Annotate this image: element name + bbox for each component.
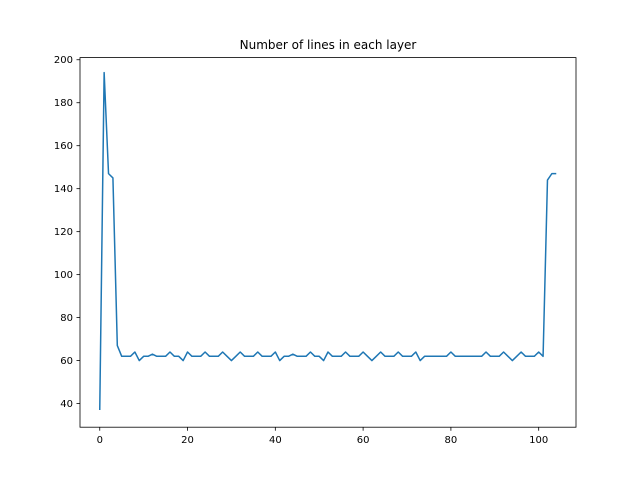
- y-tick-label: 40: [60, 399, 73, 410]
- y-tick-label: 100: [54, 270, 73, 281]
- y-tick-label: 200: [54, 55, 73, 66]
- x-tick-label: 80: [445, 435, 458, 446]
- x-tick-label: 0: [97, 435, 103, 446]
- x-tick-label: 60: [357, 435, 370, 446]
- y-tick-label: 60: [60, 356, 73, 367]
- y-tick-label: 140: [54, 184, 73, 195]
- ticks-layer: 0 20 40 60 80 100 40 60 80 100 120 140 160 180 200: [54, 55, 548, 446]
- y-tick-label: 120: [54, 227, 73, 238]
- x-tick-label: 100: [529, 435, 548, 446]
- axes-frame: [79, 57, 577, 428]
- y-tick-label: 80: [60, 313, 73, 324]
- y-tick-label: 180: [54, 98, 73, 109]
- chart-title: Number of lines in each layer: [240, 38, 417, 52]
- series-line-0: [99, 71, 557, 411]
- x-tick-label: 20: [181, 435, 194, 446]
- x-tick-label: 40: [269, 435, 282, 446]
- y-tick-label: 160: [54, 141, 73, 152]
- plot-layer: [99, 71, 557, 411]
